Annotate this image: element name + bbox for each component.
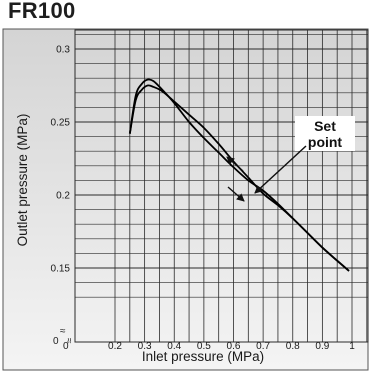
increase-direction-arrow xyxy=(226,156,244,172)
y-origin-label: 0 xyxy=(53,336,59,347)
y-tick-label: 0.15 xyxy=(51,264,71,275)
x-tick-label: 1 xyxy=(349,341,355,352)
set-point-arrow xyxy=(254,145,307,194)
set-point-label-box xyxy=(295,116,355,151)
set-point-label-line2: point xyxy=(308,134,343,150)
set-point-label-line1: Set xyxy=(314,118,336,134)
series-line-2 xyxy=(128,84,350,272)
x-tick-label: 0.4 xyxy=(167,341,181,352)
tick-labels: 0.2 0.3 0.4 0.5 0.6 0.7 0.8 0.9 1 0.15 0.2 0.25 0.3 xyxy=(51,45,356,353)
decrease-direction-arrow xyxy=(227,186,245,202)
x-tick-label: 0.9 xyxy=(315,341,329,352)
x-axis-label: Inlet pressure (MPa) xyxy=(142,349,264,364)
chart-title: FR100 xyxy=(8,0,76,23)
y-tick-label: 0.25 xyxy=(51,118,71,129)
x-tick-label: 0.2 xyxy=(108,341,122,352)
x-tick-label: 0.8 xyxy=(286,341,300,352)
x-tick-label: 0.3 xyxy=(138,341,152,352)
x-axis-break: ≈ xyxy=(63,338,74,344)
y-axis-label: Outlet pressure (MPa) xyxy=(15,114,30,247)
curves xyxy=(128,78,350,272)
x-tick-label: 0.5 xyxy=(197,341,211,352)
y-tick-label: 0.2 xyxy=(56,191,70,202)
grid xyxy=(74,29,369,343)
x-origin-label: 0 xyxy=(63,341,69,352)
x-tick-label: 0.6 xyxy=(227,341,241,352)
y-axis-break: ≈ xyxy=(60,326,66,337)
y-tick-label: 0.3 xyxy=(56,45,70,56)
plot-border xyxy=(74,29,369,343)
x-tick-label: 0.7 xyxy=(256,341,270,352)
